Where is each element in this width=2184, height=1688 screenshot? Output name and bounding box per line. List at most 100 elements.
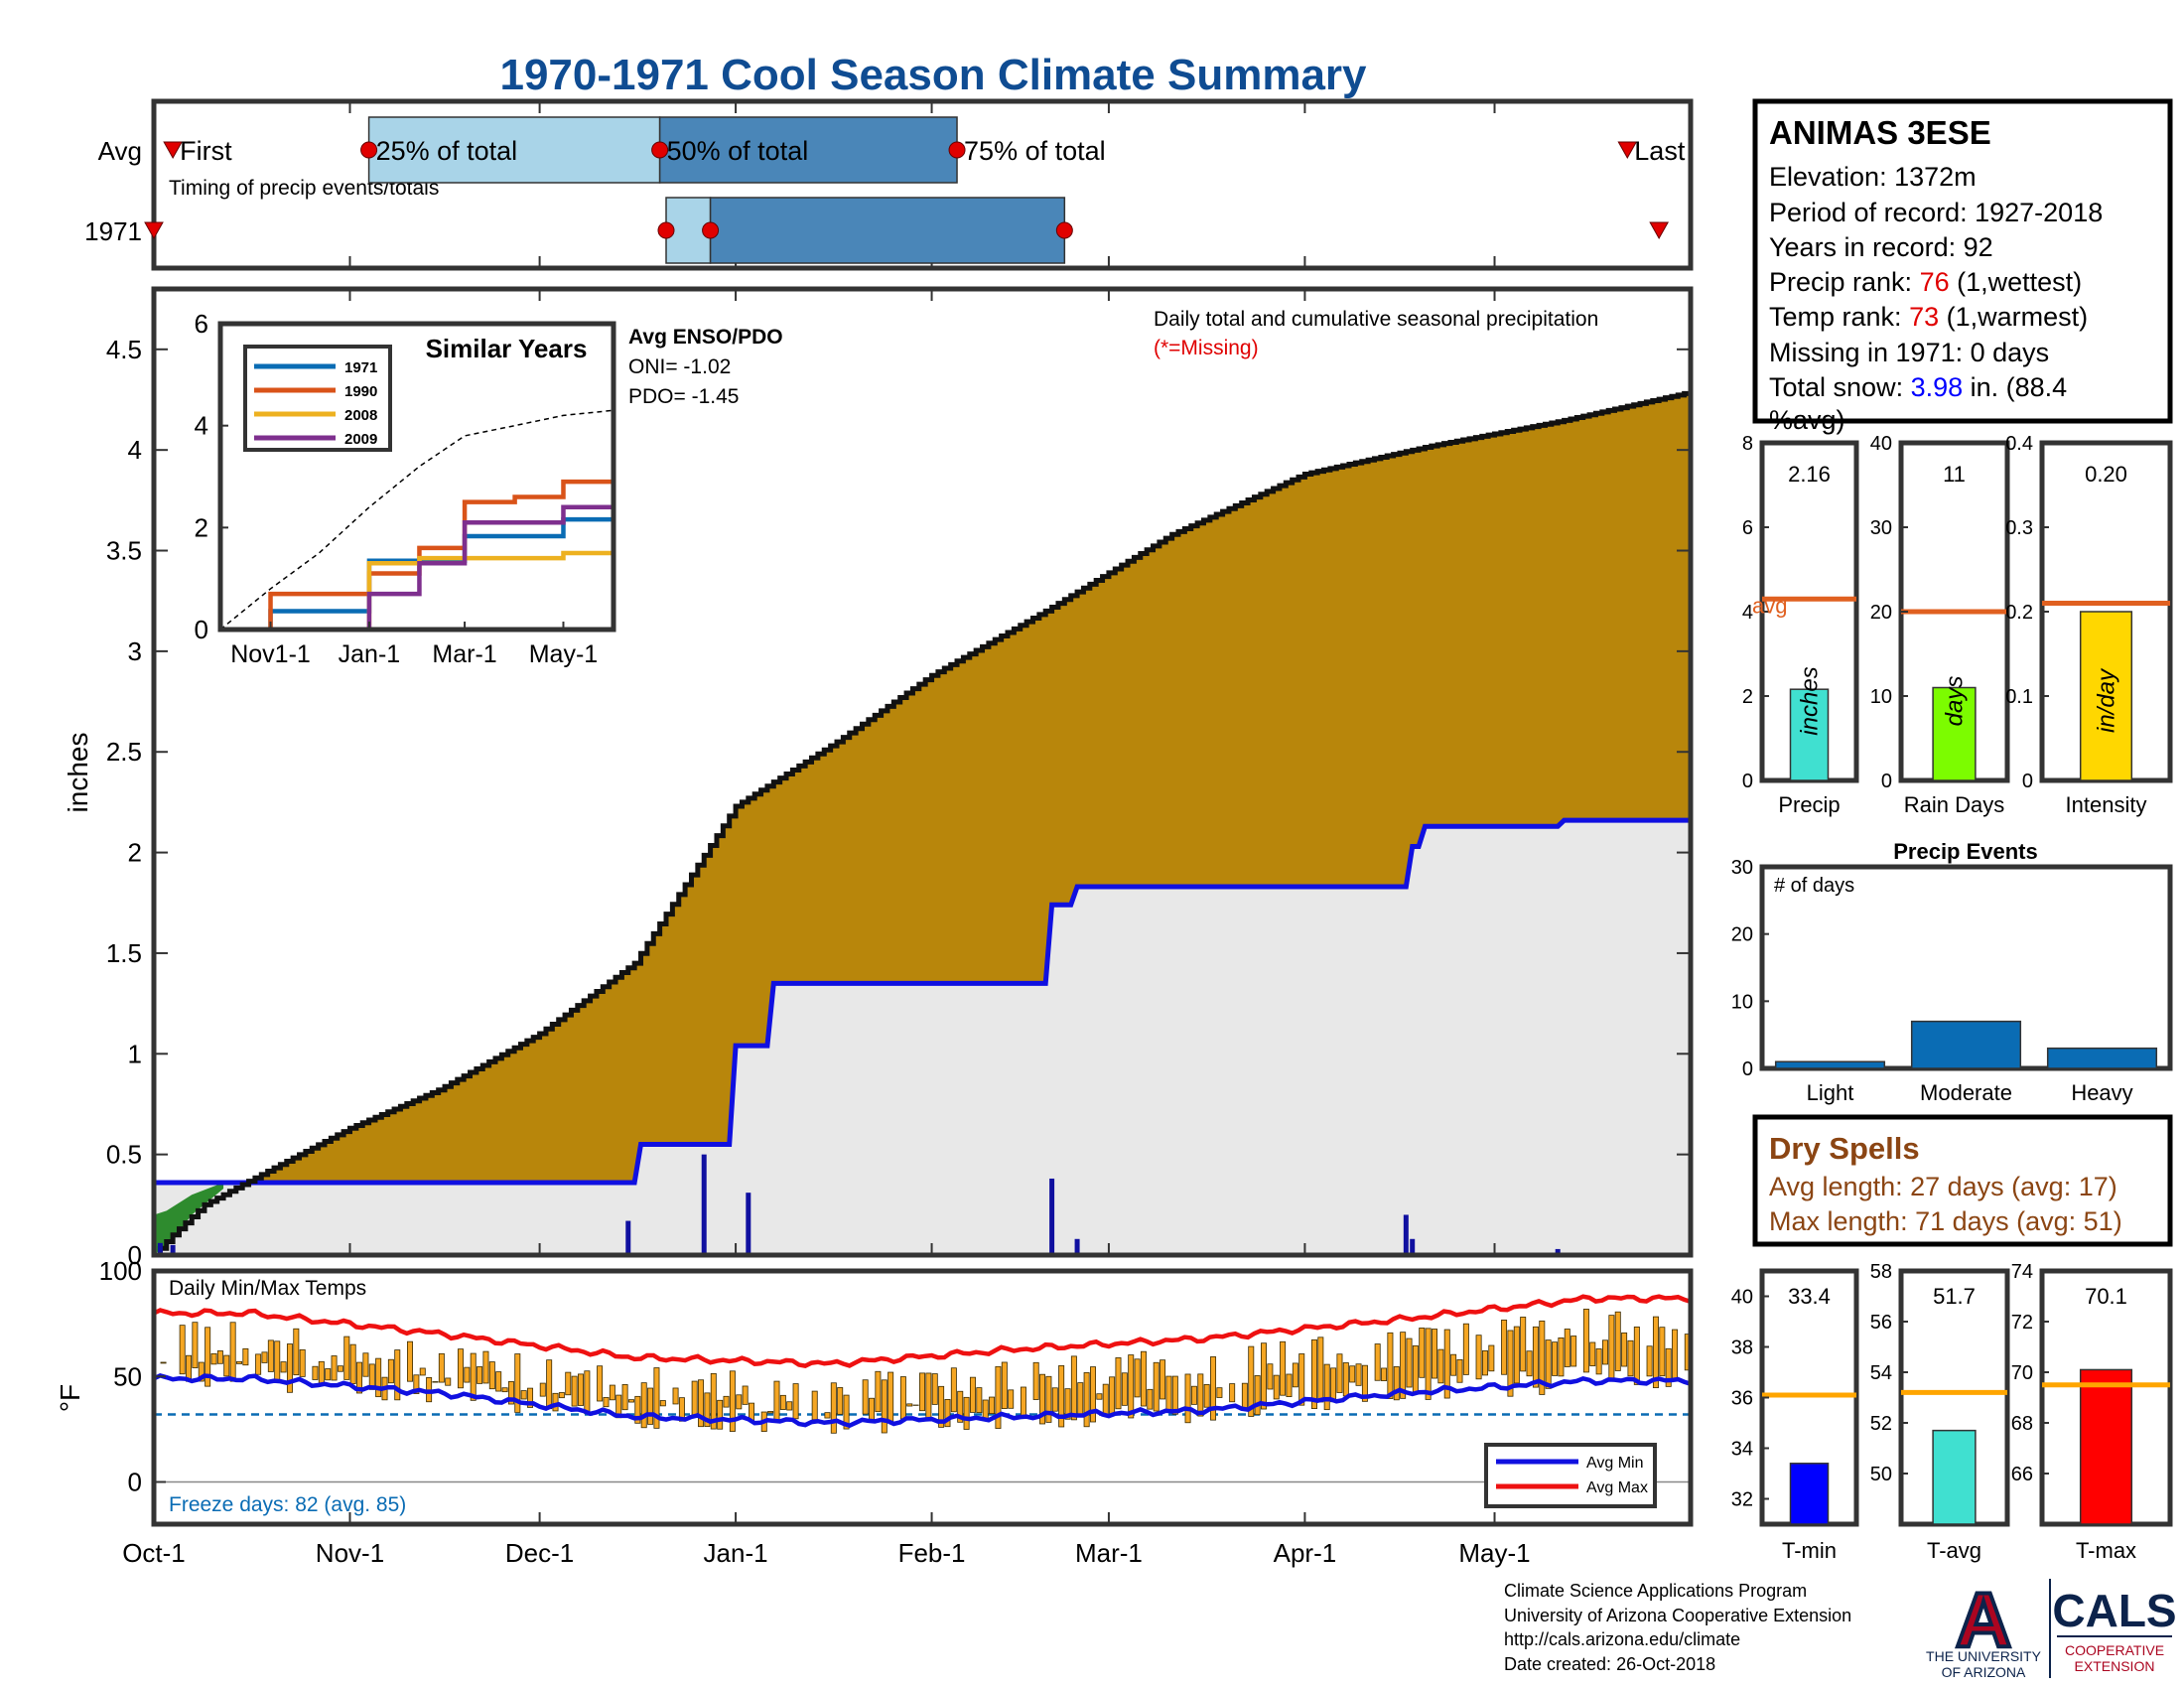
daily-temp-bar: [1039, 1373, 1046, 1425]
events-y-tick-label: 10: [1731, 991, 1753, 1013]
footer-line-2: University of Arizona Cooperative Extens…: [1504, 1606, 1851, 1625]
temp-rank-suffix: (1,warmest): [1939, 302, 2088, 332]
dry-spells-avg: Avg length: 27 days (avg: 17): [1769, 1172, 2117, 1201]
daily-temp-bar: [1197, 1373, 1204, 1417]
daily-temp-bar: [1513, 1326, 1520, 1384]
snow-suffix-line2: %avg): [1769, 405, 1845, 435]
daily-temp-bar: [1475, 1335, 1482, 1380]
station-name: ANIMAS 3ESE: [1769, 114, 1991, 151]
daily-temp-bar: [1140, 1350, 1147, 1407]
daily-temp-bar: [1128, 1354, 1135, 1419]
daily-temp-bar: [1672, 1329, 1679, 1379]
daily-temp-bar: [1096, 1393, 1103, 1400]
inset-legend-label: 2008: [344, 407, 377, 424]
events-title: Precip Events: [1893, 839, 2038, 864]
daily-temp-bar: [1064, 1388, 1071, 1420]
summary-value-label-2: 0.20: [2085, 462, 2127, 487]
daily-temp-bar: [210, 1352, 217, 1365]
inset-title: Similar Years: [426, 334, 588, 363]
daily-temp-bar: [925, 1372, 932, 1420]
daily-temp-bar: [634, 1395, 641, 1424]
main-plot-frame: [151, 286, 1694, 1258]
temp-summary-y-tick-label: 52: [1870, 1413, 1892, 1435]
daily-temp-bar: [1203, 1384, 1210, 1408]
cals-logo-line2: EXTENSION: [2075, 1658, 2155, 1674]
daily-temp-bar: [742, 1385, 749, 1405]
ua-logo-line1: THE UNIVERSITY: [1926, 1648, 2042, 1664]
daily-temp-bar: [1292, 1362, 1298, 1388]
temp-summary-bar-1: [1932, 1429, 1977, 1525]
temp-summary-bar-2: [2079, 1368, 2133, 1525]
station-precip-rank: Precip rank: 76 (1,wettest): [1769, 267, 2082, 297]
daily-temp-bar: [621, 1384, 628, 1411]
daily-temp-bar: [192, 1322, 199, 1368]
station-years: Years in record: 92: [1769, 232, 1993, 262]
daily-temp-bar: [1032, 1361, 1039, 1400]
temp-summary-y-tick-label: 66: [2011, 1464, 2033, 1485]
daily-temp-bar: [1608, 1315, 1615, 1379]
temp-y-axis-label: °F: [55, 1384, 85, 1412]
x-axis-month-label: May-1: [1458, 1538, 1530, 1568]
daily-temp-bar: [1558, 1337, 1565, 1377]
ua-logo-letter: A: [1956, 1576, 2011, 1663]
timing-label-first: First: [180, 136, 232, 166]
precip-summary-bars: 2.16 Precip inches 0 2 4 6 8 avg 11 Rain Days days 0…: [1742, 433, 2173, 817]
timing-avg-percentile-marker-2: [651, 141, 669, 159]
timing-label-25pct: 25% of total: [376, 136, 518, 166]
main-y-tick-label: 1: [128, 1039, 142, 1068]
daily-temp-bar: [1481, 1350, 1488, 1376]
similar-years-inset: 0 2 4 6 Nov1-1 Jan-1 Mar-1 May-1 Similar Years 19…: [195, 309, 783, 668]
daily-temp-bar: [1552, 1341, 1559, 1376]
daily-temp-bar: [1077, 1382, 1084, 1417]
temp-summary-y-tick-label: 50: [1870, 1464, 1892, 1485]
temp-summary-y-tick-label: 68: [2011, 1413, 2033, 1435]
daily-temp-bar: [1570, 1336, 1577, 1367]
daily-temp-bar: [1160, 1359, 1166, 1400]
daily-temp-bar: [1165, 1375, 1172, 1412]
daily-temp-bar: [318, 1360, 325, 1384]
temp-summary-bars: 33.4 T-min 32 34 36 38 40 51.7 T-avg 50 52 54 56 58 70…: [1731, 1261, 2173, 1563]
events-y-tick-label: 30: [1731, 857, 1753, 879]
main-y-tick-label: 2.5: [106, 737, 142, 767]
daily-temp-bar: [1298, 1353, 1305, 1406]
summary-unit-label-2: in/day: [2094, 667, 2120, 733]
daily-temp-bar: [875, 1370, 882, 1413]
daily-temp-bar: [1652, 1316, 1659, 1389]
events-category-label: Heavy: [2071, 1080, 2132, 1105]
daily-temp-bar: [1147, 1388, 1154, 1410]
daily-temp-bar: [1248, 1345, 1255, 1417]
daily-temp-bar: [1361, 1364, 1368, 1402]
daily-temp-bar: [1184, 1373, 1191, 1424]
footer-line-3: http://cals.arizona.edu/climate: [1504, 1629, 1740, 1649]
main-y-tick-label: 0: [128, 1240, 142, 1270]
events-y-tick-label: 0: [1742, 1058, 1753, 1080]
main-y-tick-label: 4.5: [106, 335, 142, 364]
daily-temp-bar: [1171, 1375, 1178, 1415]
summary-avg-label: avg: [1752, 593, 1787, 618]
daily-temp-bar: [672, 1387, 679, 1405]
inset-x-tick-label: May-1: [529, 640, 598, 668]
main-y-tick-label: 1.5: [106, 938, 142, 968]
daily-temp-bar: [331, 1355, 338, 1381]
summary-bar-1: [1932, 686, 1977, 781]
daily-temp-bar: [432, 1381, 439, 1383]
daily-temp-bar: [1526, 1350, 1533, 1377]
daily-temp-bar: [1261, 1342, 1267, 1410]
daily-temp-bar: [457, 1348, 464, 1389]
inset-frame: [217, 321, 616, 633]
daily-temp-bar: [198, 1361, 205, 1382]
precip-rank-prefix: Precip rank:: [1769, 267, 1920, 297]
daily-temp-bar: [1051, 1387, 1058, 1412]
events-category-label: Moderate: [1920, 1080, 2012, 1105]
daily-temp-bar: [1462, 1323, 1469, 1375]
enso-pdo: PDO= -1.45: [628, 385, 739, 408]
daily-temp-bar: [723, 1395, 730, 1408]
daily-temp-bar: [1589, 1341, 1596, 1366]
summary-x-label-2: Intensity: [2066, 792, 2147, 817]
temp-summary-value-1: 51.7: [1933, 1284, 1976, 1309]
daily-temp-bar: [205, 1327, 211, 1387]
footer-line-1: Climate Science Applications Program: [1504, 1581, 1807, 1601]
legend-avg-min-label: Avg Min: [1586, 1455, 1644, 1472]
inset-x-tick-label: Nov1-1: [230, 640, 311, 668]
daily-temp-bar: [1393, 1366, 1400, 1401]
